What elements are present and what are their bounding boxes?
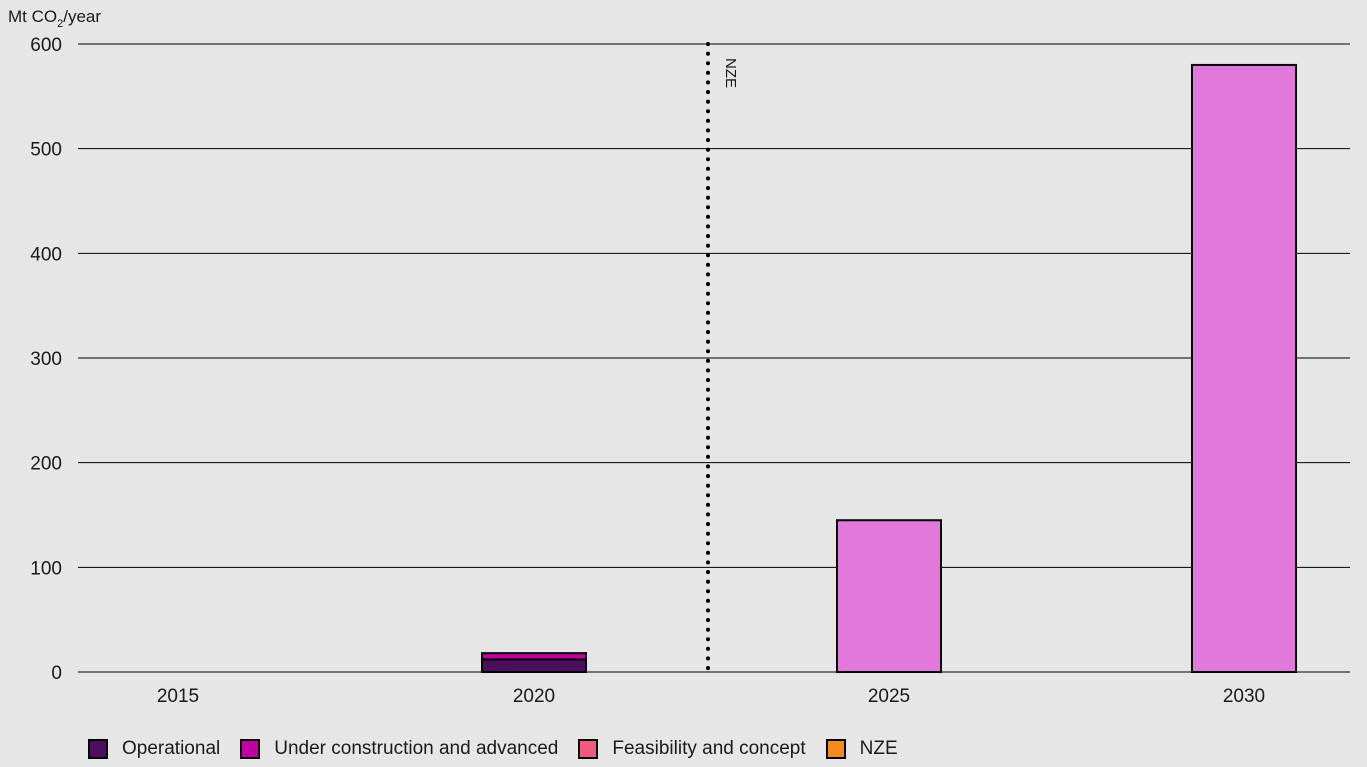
y-tick-label: 600 bbox=[30, 35, 62, 56]
x-axis-ticks: 2015 2020 2025 2030 bbox=[157, 686, 1265, 707]
y-tick-label: 300 bbox=[30, 349, 62, 370]
y-axis-ticks: 0 100 200 300 400 500 600 bbox=[30, 35, 62, 684]
y-tick-label: 500 bbox=[30, 140, 62, 161]
reference-line-label: NZE bbox=[722, 58, 739, 88]
y-tick-label: 0 bbox=[51, 663, 62, 684]
x-tick-label: 2015 bbox=[157, 686, 199, 707]
legend-swatch bbox=[825, 739, 846, 759]
x-tick-label: 2020 bbox=[513, 686, 555, 707]
x-tick-label: 2030 bbox=[1223, 686, 1265, 707]
y-axis-label: Mt CO2/year bbox=[8, 7, 101, 30]
legend-swatch bbox=[88, 739, 108, 759]
legend-label: Under construction and advanced bbox=[274, 738, 559, 759]
y-tick-label: 200 bbox=[30, 454, 62, 475]
stacked-bar-segment bbox=[481, 658, 587, 674]
nze-bar bbox=[836, 519, 942, 673]
bars bbox=[481, 63, 1297, 674]
legend-swatch bbox=[240, 739, 261, 759]
legend-label: NZE bbox=[859, 738, 898, 759]
legend-label: Feasibility and concept bbox=[612, 738, 806, 759]
x-tick-label: 2025 bbox=[868, 686, 910, 707]
gridlines bbox=[78, 43, 1350, 673]
legend-item: Under construction and advanced bbox=[240, 738, 558, 760]
nze-reference-line: NZE bbox=[706, 42, 739, 674]
nze-bar bbox=[1191, 63, 1297, 673]
legend-swatch bbox=[578, 739, 599, 759]
y-tick-label: 100 bbox=[30, 558, 62, 579]
legend-item: NZE bbox=[825, 738, 898, 760]
legend-item: Feasibility and concept bbox=[578, 738, 806, 760]
stacked-bar-segment bbox=[481, 652, 587, 661]
legend-item: Operational bbox=[88, 738, 220, 760]
legend-label: Operational bbox=[122, 738, 221, 759]
legend: Operational Under construction and advanc… bbox=[88, 736, 918, 762]
y-tick-label: 400 bbox=[30, 244, 62, 265]
